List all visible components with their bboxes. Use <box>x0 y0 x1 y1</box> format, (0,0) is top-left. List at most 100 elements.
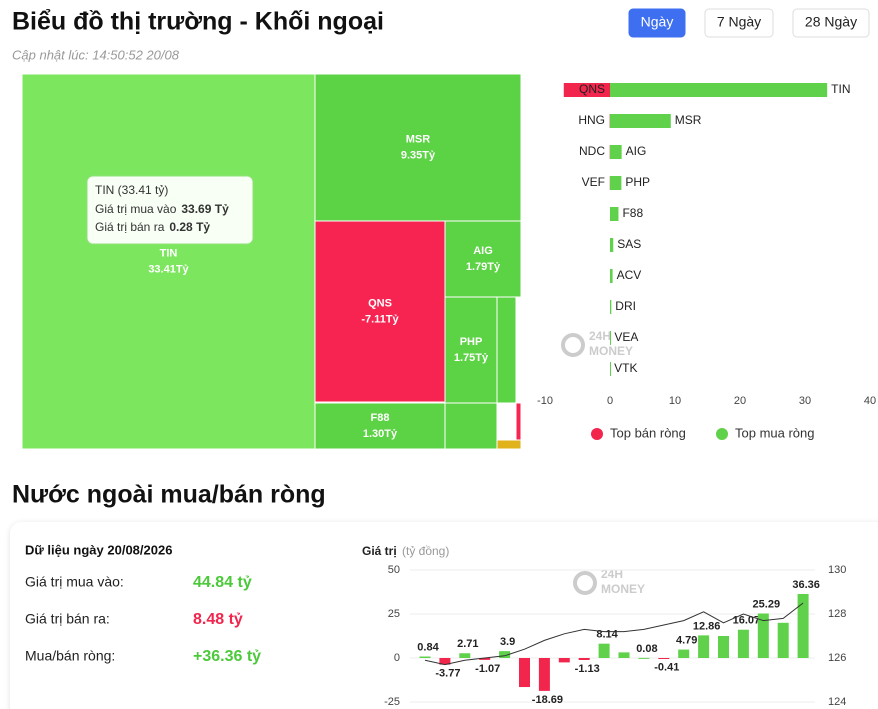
value-label: 3.9 <box>500 636 515 648</box>
bar-label: AIG <box>626 144 647 158</box>
watermark-text: MONEY <box>601 582 645 596</box>
bar <box>658 658 670 659</box>
x-tick-label: 0 <box>607 395 613 407</box>
y-axis-unit: (tỷ đồng) <box>402 544 449 558</box>
tab-button[interactable] <box>792 8 870 38</box>
cell-name: PHP <box>460 336 483 348</box>
value-label: 0.08 <box>636 643 657 655</box>
bar <box>439 658 451 665</box>
bar-label: MSR <box>675 113 702 127</box>
tab-button[interactable] <box>628 8 686 38</box>
value-label: -1.07 <box>475 663 500 675</box>
y-tick-label: -25 <box>384 696 400 708</box>
bar-label: NDC <box>579 144 605 158</box>
bar-label: F88 <box>622 206 643 220</box>
cell-value: 9.35Tỷ <box>401 149 436 161</box>
cell-value: 1.75Tỷ <box>454 352 489 364</box>
bar <box>563 83 610 97</box>
watermark-text: 24H <box>589 329 611 343</box>
tab-label[interactable]: Ngày <box>641 14 674 30</box>
value-label: 36.36 <box>792 579 820 591</box>
y-tick-label: 25 <box>388 608 400 620</box>
tooltip-label: Giá trị bán ra <box>95 220 165 234</box>
legend-marker <box>591 428 603 440</box>
bar <box>638 657 650 659</box>
cell-value: 33.41Tỷ <box>148 263 189 275</box>
treemap-cell <box>314 73 522 222</box>
bar <box>610 331 611 345</box>
bar <box>419 656 431 658</box>
treemap-cell <box>444 220 522 298</box>
bar <box>459 653 471 658</box>
card <box>10 522 878 709</box>
tooltip-label: Giá trị mua vào <box>95 202 177 216</box>
summary-label: Mua/bán ròng: <box>25 648 115 664</box>
value-label: 0.84 <box>417 641 439 653</box>
treemap-cell <box>21 73 316 450</box>
cell-value: 1.79Tỷ <box>466 261 501 273</box>
value-label: 8.14 <box>596 629 618 641</box>
cell-name: QNS <box>368 297 392 309</box>
value-label: 4.79 <box>676 634 697 646</box>
bar-label: ACV <box>617 268 642 282</box>
page-title: Biểu đồ thị trường - Khối ngoại <box>12 8 384 36</box>
tab-button[interactable] <box>704 8 774 38</box>
bar <box>610 207 619 221</box>
legend-label: Top bán ròng <box>610 425 686 440</box>
treemap-cell <box>314 220 446 403</box>
value-label: -18.69 <box>532 694 563 706</box>
x-tick-label: 10 <box>669 395 681 407</box>
bar-label: SAS <box>617 237 641 251</box>
tooltip-line: Giá trị bán ra 0.28 Tỷ <box>95 220 210 234</box>
tooltip-line: Giá trị mua vào 33.69 Tỷ <box>95 202 229 216</box>
x-tick-label: 30 <box>799 395 811 407</box>
legend-label: Top mua ròng <box>735 425 815 440</box>
treemap-cell <box>444 296 498 404</box>
bar-label: HNG <box>578 113 605 127</box>
watermark-icon <box>561 333 585 357</box>
cell-name: F88 <box>371 412 390 424</box>
bar <box>538 658 550 691</box>
section-title: Nước ngoài mua/bán ròng <box>12 481 326 509</box>
x-tick-label: 20 <box>734 395 746 407</box>
updated-time: Cập nhật lúc: 14:50:52 20/08 <box>12 47 180 62</box>
tooltip-value: 33.69 Tỷ <box>181 202 229 216</box>
bar <box>479 658 491 660</box>
treemap-cell <box>444 402 498 450</box>
summary-label: Giá trị mua vào: <box>25 574 124 590</box>
y2-tick-label: 124 <box>828 696 846 708</box>
y2-tick-label: 130 <box>828 564 846 576</box>
bar <box>519 658 530 688</box>
bar-label: DRI <box>615 299 636 313</box>
tooltip <box>86 175 254 245</box>
y2-tick-label: 126 <box>828 652 846 664</box>
tab-label[interactable]: 7 Ngày <box>717 14 761 30</box>
tab-label[interactable]: 28 Ngày <box>805 14 857 30</box>
bar-label: VTK <box>614 361 637 375</box>
y2-tick-label: 128 <box>828 608 846 620</box>
x-tick-label: 40 <box>864 395 876 407</box>
bar <box>757 613 769 658</box>
bar <box>777 622 789 658</box>
summary-title: Dữ liệu ngày 20/08/2026 <box>25 542 172 557</box>
y-axis-title: Giá trị <box>362 544 397 558</box>
bar <box>737 629 749 658</box>
bar <box>698 635 710 658</box>
bar <box>578 658 590 660</box>
bar-label: PHP <box>625 175 650 189</box>
bar-label: QNS <box>579 82 605 96</box>
bar <box>610 238 614 252</box>
treemap-cell <box>515 402 522 441</box>
bar <box>499 651 511 658</box>
tooltip-title: TIN (33.41 tỷ) <box>95 183 168 197</box>
x-tick-label: -10 <box>537 395 553 407</box>
bar <box>610 362 611 376</box>
value-label: 12.86 <box>693 620 721 632</box>
bar <box>610 300 612 314</box>
cell-value: 1.30Tỷ <box>363 428 398 440</box>
bar <box>598 643 610 658</box>
treemap-cell <box>496 296 517 404</box>
bar-label: TIN <box>831 82 850 96</box>
value-label: -1.13 <box>575 663 600 675</box>
